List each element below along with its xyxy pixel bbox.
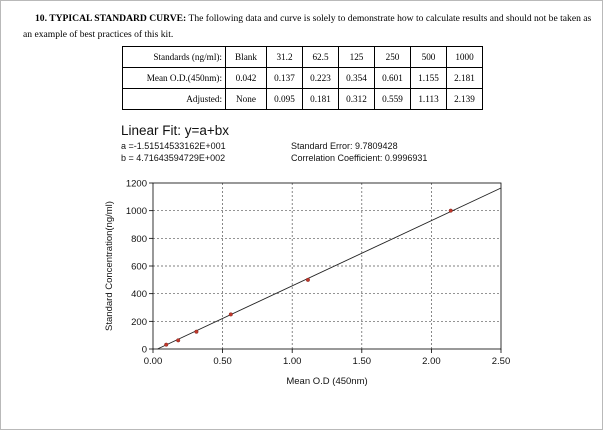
x-tick-label: 2.50 — [492, 356, 511, 367]
row-label: Adjusted: — [122, 88, 226, 110]
data-point — [448, 208, 453, 213]
standard-error-text: Standard Error: 9.7809428 — [291, 141, 398, 151]
fit-param-a: a =-1.51514533162E+001 — [121, 141, 226, 151]
data-point — [176, 338, 181, 343]
data-point — [228, 312, 233, 317]
table-cell: 0.559 — [374, 88, 411, 110]
x-tick-label: 0.00 — [144, 356, 163, 367]
grid-lines — [153, 183, 501, 349]
x-tick-label: 1.00 — [283, 356, 302, 367]
table-cell: 2.139 — [446, 88, 483, 110]
y-tick-label: 800 — [131, 234, 147, 245]
x-axis-label: Mean O.D (450nm) — [286, 376, 367, 387]
fit-param-b: b = 4.71643594729E+002 — [121, 153, 225, 163]
section-heading: 10. TYPICAL STANDARD CURVE: — [35, 13, 187, 24]
data-points — [164, 208, 453, 347]
x-tick-label: 1.50 — [353, 356, 372, 367]
data-point — [305, 277, 310, 282]
x-tick-label: 0.50 — [213, 356, 232, 367]
y-axis-ticks: 0 200 400 600 800 1000 1200 — [126, 179, 153, 356]
table-row: Adjusted: None 0.095 0.181 0.312 0.559 1… — [122, 88, 483, 110]
fit-line-group — [157, 187, 502, 350]
y-tick-label: 0 — [142, 345, 147, 356]
y-tick-label: 1000 — [126, 206, 147, 217]
y-tick-label: 400 — [131, 289, 147, 300]
table-row: Mean O.D.(450nm): 0.042 0.137 0.223 0.35… — [122, 67, 483, 89]
y-tick-label: 200 — [131, 317, 147, 328]
correlation-coefficient-text: Correlation Coefficient: 0.9996931 — [291, 153, 427, 163]
fit-line — [157, 187, 502, 350]
y-tick-label: 1200 — [126, 179, 147, 190]
section-text: The following data and curve is solely t… — [23, 13, 592, 40]
y-axis-label: Standard Concentration(ng/ml) — [104, 201, 115, 331]
data-point — [164, 342, 169, 347]
chart-title: Linear Fit: y=a+bx — [121, 123, 229, 138]
section-title: 10. TYPICAL STANDARD CURVE: The followin… — [23, 11, 593, 42]
data-point — [194, 329, 199, 334]
x-axis-ticks: 0.00 0.50 1.00 1.50 2.00 2.50 — [144, 349, 511, 367]
x-tick-label: 2.00 — [422, 356, 441, 367]
standards-table: Standards (ng/ml): Blank 31.2 62.5 125 2… — [122, 46, 483, 110]
y-tick-label: 600 — [131, 262, 147, 273]
